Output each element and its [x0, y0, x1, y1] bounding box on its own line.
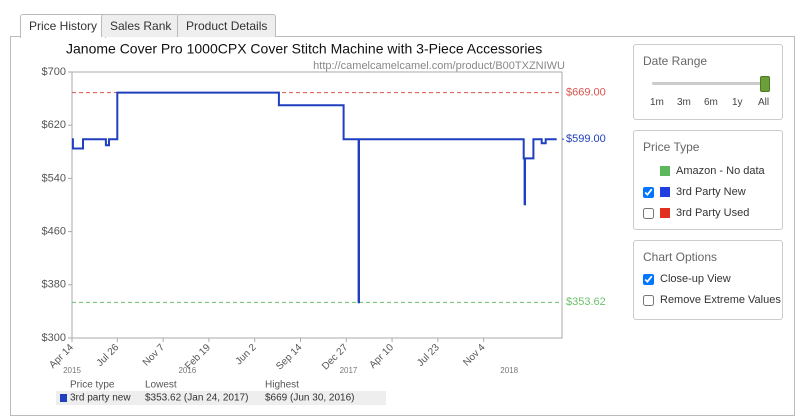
- chart-options-panel: Chart Options Close-up View Remove Extrem…: [633, 240, 783, 320]
- checkbox[interactable]: [643, 273, 654, 285]
- checkbox[interactable]: [643, 294, 654, 306]
- panel-title: Price Type: [643, 140, 700, 154]
- year-label: 2016: [178, 366, 196, 375]
- year-label: 2018: [500, 366, 518, 375]
- slider-track: [652, 82, 766, 85]
- x-tick-label: Nov 4: [461, 342, 488, 369]
- y-tick-label: $380: [42, 279, 66, 291]
- chart-title: Janome Cover Pro 1000CPX Cover Stitch Ma…: [66, 41, 542, 57]
- price-type-label: 3rd Party Used: [676, 207, 750, 219]
- price-line: [71, 91, 557, 304]
- checkbox[interactable]: [643, 186, 654, 198]
- date-range-option[interactable]: 3m: [677, 97, 691, 108]
- price-type-row: 3rd Party New: [643, 185, 746, 199]
- price-type-label: 3rd Party New: [676, 186, 746, 198]
- color-swatch: [660, 166, 670, 176]
- year-label: 2017: [340, 366, 358, 375]
- y-tick-label: $300: [42, 332, 66, 344]
- legend-entry: 3rd party new: [70, 393, 131, 404]
- y-tick-label: $540: [42, 172, 66, 184]
- price-type-panel: Price Type Amazon - No data 3rd Party New…: [633, 130, 783, 230]
- summary-lowest: $353.62 (Jan 24, 2017): [145, 393, 248, 404]
- chart-option-label: Close-up View: [660, 273, 731, 285]
- chart: Janome Cover Pro 1000CPX Cover Stitch Ma…: [42, 41, 606, 405]
- reference-label: $353.62: [566, 296, 606, 308]
- panel-title: Date Range: [643, 54, 708, 68]
- slider-handle[interactable]: [760, 76, 770, 92]
- reference-label: $599.00: [566, 133, 606, 145]
- chart-option-row: Remove Extreme Values: [643, 293, 781, 307]
- summary-header: Price type: [70, 380, 115, 391]
- panel-title: Chart Options: [643, 250, 718, 264]
- tab[interactable]: Price History: [20, 14, 107, 38]
- y-tick-label: $620: [42, 119, 66, 131]
- reference-label: $669.00: [566, 87, 606, 99]
- price-type-row: Amazon - No data: [643, 164, 765, 178]
- date-range-option[interactable]: 1y: [732, 97, 743, 108]
- date-range-option[interactable]: 1m: [650, 97, 664, 108]
- summary-highest: $669 (Jun 30, 2016): [265, 393, 355, 404]
- year-label: 2015: [63, 366, 81, 375]
- y-tick-label: $700: [42, 66, 66, 78]
- price-type-row: 3rd Party Used: [643, 206, 749, 220]
- date-range-option[interactable]: 6m: [704, 97, 718, 108]
- price-type-label: Amazon - No data: [676, 165, 765, 177]
- chart-option-row: Close-up View: [643, 272, 731, 286]
- x-tick-label: Sep 14: [274, 342, 304, 372]
- chart-option-label: Remove Extreme Values: [660, 294, 781, 306]
- summary-row-bg: [56, 391, 386, 405]
- x-tick-label: Apr 10: [367, 342, 396, 371]
- y-tick-label: $460: [42, 226, 66, 238]
- x-tick-label: Nov 7: [141, 342, 168, 369]
- x-tick-label: Jul 26: [95, 342, 122, 369]
- color-swatch: [660, 187, 670, 197]
- date-range-panel: Date Range 1m 3m 6m 1y All: [633, 44, 783, 120]
- color-swatch: [660, 208, 670, 218]
- x-tick-label: Jul 23: [415, 342, 442, 369]
- plot-area: [71, 71, 563, 339]
- summary-header: Lowest: [145, 380, 177, 391]
- legend-swatch: [60, 394, 67, 402]
- date-range-option[interactable]: All: [758, 97, 770, 108]
- x-tick-label: Jun 2: [234, 342, 259, 367]
- tab[interactable]: Product Details: [177, 14, 277, 37]
- summary-header: Highest: [265, 380, 299, 391]
- checkbox[interactable]: [643, 207, 654, 219]
- chart-subtitle: http://camelcamelcamel.com/product/B00TX…: [313, 60, 565, 72]
- tab[interactable]: Sales Rank: [101, 14, 181, 37]
